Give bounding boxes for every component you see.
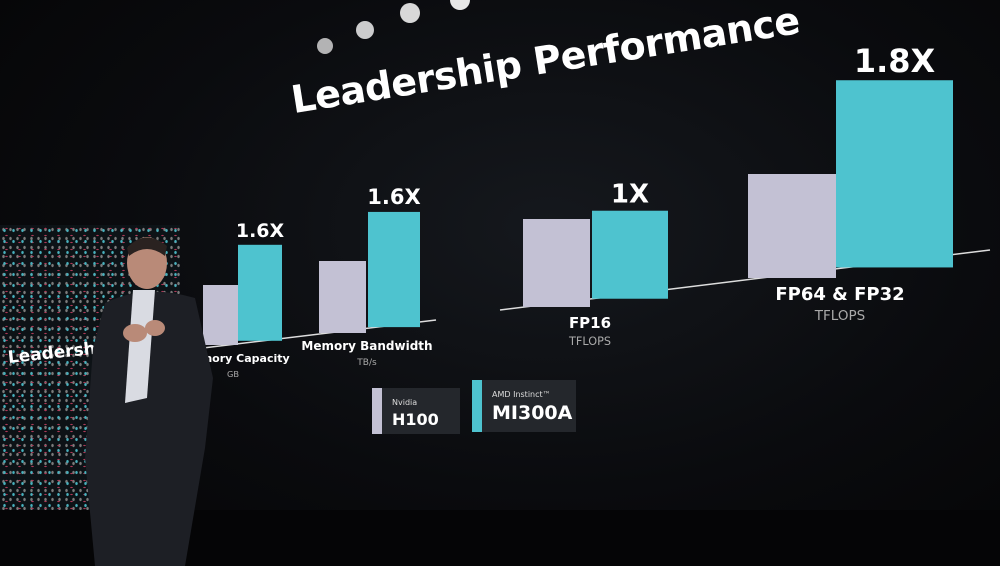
- bar-nvidia: [748, 174, 836, 278]
- category-label: Memory Bandwidth: [301, 339, 432, 353]
- bar-amd: [368, 211, 420, 328]
- bar-nvidia: [319, 261, 366, 333]
- data-label: 1X: [611, 180, 649, 210]
- bar-amd: [592, 210, 668, 299]
- unit-label: TFLOPS: [814, 308, 865, 324]
- data-label: 1.6X: [367, 185, 420, 209]
- data-label: 1.8X: [854, 42, 936, 80]
- legend-label-small: AMD Instinct™: [492, 390, 551, 399]
- unit-label: GB: [227, 369, 239, 379]
- unit-label: TB/s: [356, 358, 377, 368]
- data-label: 1.6X: [236, 220, 285, 242]
- legend-label: MI300A: [492, 402, 573, 424]
- legend-label: H100: [392, 410, 439, 429]
- bar-nvidia: [203, 285, 238, 345]
- category-label: FP16: [569, 314, 611, 332]
- legend-item-nvidia: Nvidia H100: [372, 388, 460, 434]
- ceiling-lights: [317, 0, 470, 54]
- bar-amd: [836, 80, 953, 268]
- bar-amd: [238, 244, 282, 341]
- category-label: FP64 & FP32: [775, 284, 904, 305]
- legend-item-amd: AMD Instinct™ MI300A: [472, 380, 576, 432]
- presenter: [85, 237, 213, 566]
- legend-swatch: [372, 388, 382, 434]
- legend-swatch: [472, 380, 482, 432]
- legend-label-small: Nvidia: [392, 398, 418, 407]
- bar-nvidia: [523, 219, 590, 307]
- unit-label: TFLOPS: [568, 335, 611, 348]
